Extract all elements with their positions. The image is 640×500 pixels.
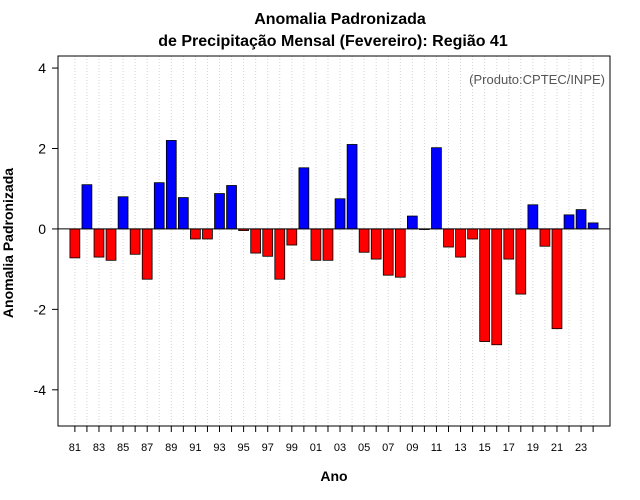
y-axis-title: Anomalia Padronizada <box>0 168 16 318</box>
x-tick-label: 09 <box>406 442 418 454</box>
x-tick-label: 15 <box>479 442 491 454</box>
x-tick-label: 95 <box>237 442 249 454</box>
bar-1983 <box>93 228 105 258</box>
bar-2003 <box>334 198 346 230</box>
grid-lines <box>74 56 594 426</box>
plot-frame <box>57 55 611 427</box>
x-tick-label: 89 <box>165 442 177 454</box>
bar-1991 <box>190 228 201 240</box>
y-tick-label: 4 <box>38 60 46 76</box>
bar-2016 <box>491 228 503 346</box>
bar-2015 <box>479 228 490 342</box>
x-axis-title: Ano <box>320 468 347 484</box>
bar-1999 <box>286 228 298 246</box>
bar-1982 <box>81 184 93 230</box>
bar-2004 <box>346 144 358 230</box>
bar-1985 <box>117 196 129 230</box>
x-tick-label: 01 <box>310 442 322 454</box>
bar-2023 <box>575 209 587 230</box>
bar-2011 <box>431 147 442 230</box>
x-tick-label: 23 <box>575 442 587 454</box>
bar-1990 <box>178 197 189 230</box>
bar-2019 <box>527 204 539 230</box>
x-tick-label: 11 <box>431 442 442 454</box>
bar-1998 <box>274 228 286 280</box>
x-tick-label: 81 <box>69 442 81 454</box>
bar-1981 <box>69 228 81 259</box>
x-tick-label: 97 <box>262 442 274 454</box>
bar-2021 <box>551 228 563 330</box>
bar-2018 <box>515 228 527 295</box>
chart-title: Anomalia Padronizada <box>254 11 426 28</box>
bar-1996 <box>250 228 262 254</box>
bar-2022 <box>563 214 575 230</box>
y-tick-label: 2 <box>38 141 46 157</box>
x-tick-label: 87 <box>141 442 153 454</box>
credit-annotation: (Produto:CPTEC/INPE) <box>469 72 605 87</box>
bar-2017 <box>503 228 515 260</box>
y-axis: -4 -2 0 2 4 <box>34 60 58 398</box>
bar-1994 <box>226 185 237 230</box>
bar-2009 <box>406 215 418 230</box>
x-tick-label: 17 <box>503 442 515 454</box>
bar-2002 <box>322 228 334 261</box>
bar-2013 <box>455 228 466 258</box>
bars-group <box>69 140 599 346</box>
bar-1986 <box>129 228 141 255</box>
bar-1987 <box>141 228 153 280</box>
bar-1992 <box>202 228 213 240</box>
bar-2007 <box>382 228 394 276</box>
x-tick-label: 99 <box>286 442 298 454</box>
x-tick-label: 19 <box>527 442 539 454</box>
bar-1989 <box>165 140 177 230</box>
y-tick-label: -4 <box>34 382 47 398</box>
x-tick-label: 03 <box>334 442 346 454</box>
chart-subtitle: de Precipitação Mensal (Fevereiro): Regi… <box>158 33 508 50</box>
bar-2006 <box>370 228 382 260</box>
bar-2000 <box>298 167 310 230</box>
bar-2001 <box>310 228 322 261</box>
bar-1984 <box>105 228 117 261</box>
bar-2012 <box>443 228 454 248</box>
x-tick-label: 21 <box>551 442 563 454</box>
x-tick-label: 83 <box>93 442 105 454</box>
bar-2008 <box>394 228 406 278</box>
bar-1997 <box>262 228 274 257</box>
bar-2020 <box>539 228 551 247</box>
bar-2024 <box>587 222 599 230</box>
bar-1993 <box>214 193 225 230</box>
x-tick-label: 93 <box>213 442 225 454</box>
y-tick-label: 0 <box>38 221 46 237</box>
x-tick-label: 13 <box>454 442 466 454</box>
bar-1988 <box>153 182 165 230</box>
x-axis: 81 83 85 87 89 91 93 95 97 99 01 03 05 07 09 11 13 15 17 19… <box>69 426 594 454</box>
bar-2005 <box>358 228 370 253</box>
y-tick-label: -2 <box>34 301 47 317</box>
x-tick-label: 91 <box>189 442 201 454</box>
x-tick-label: 05 <box>358 442 370 454</box>
bar-2014 <box>467 228 478 240</box>
x-tick-label: 07 <box>382 442 394 454</box>
x-tick-label: 85 <box>117 442 129 454</box>
